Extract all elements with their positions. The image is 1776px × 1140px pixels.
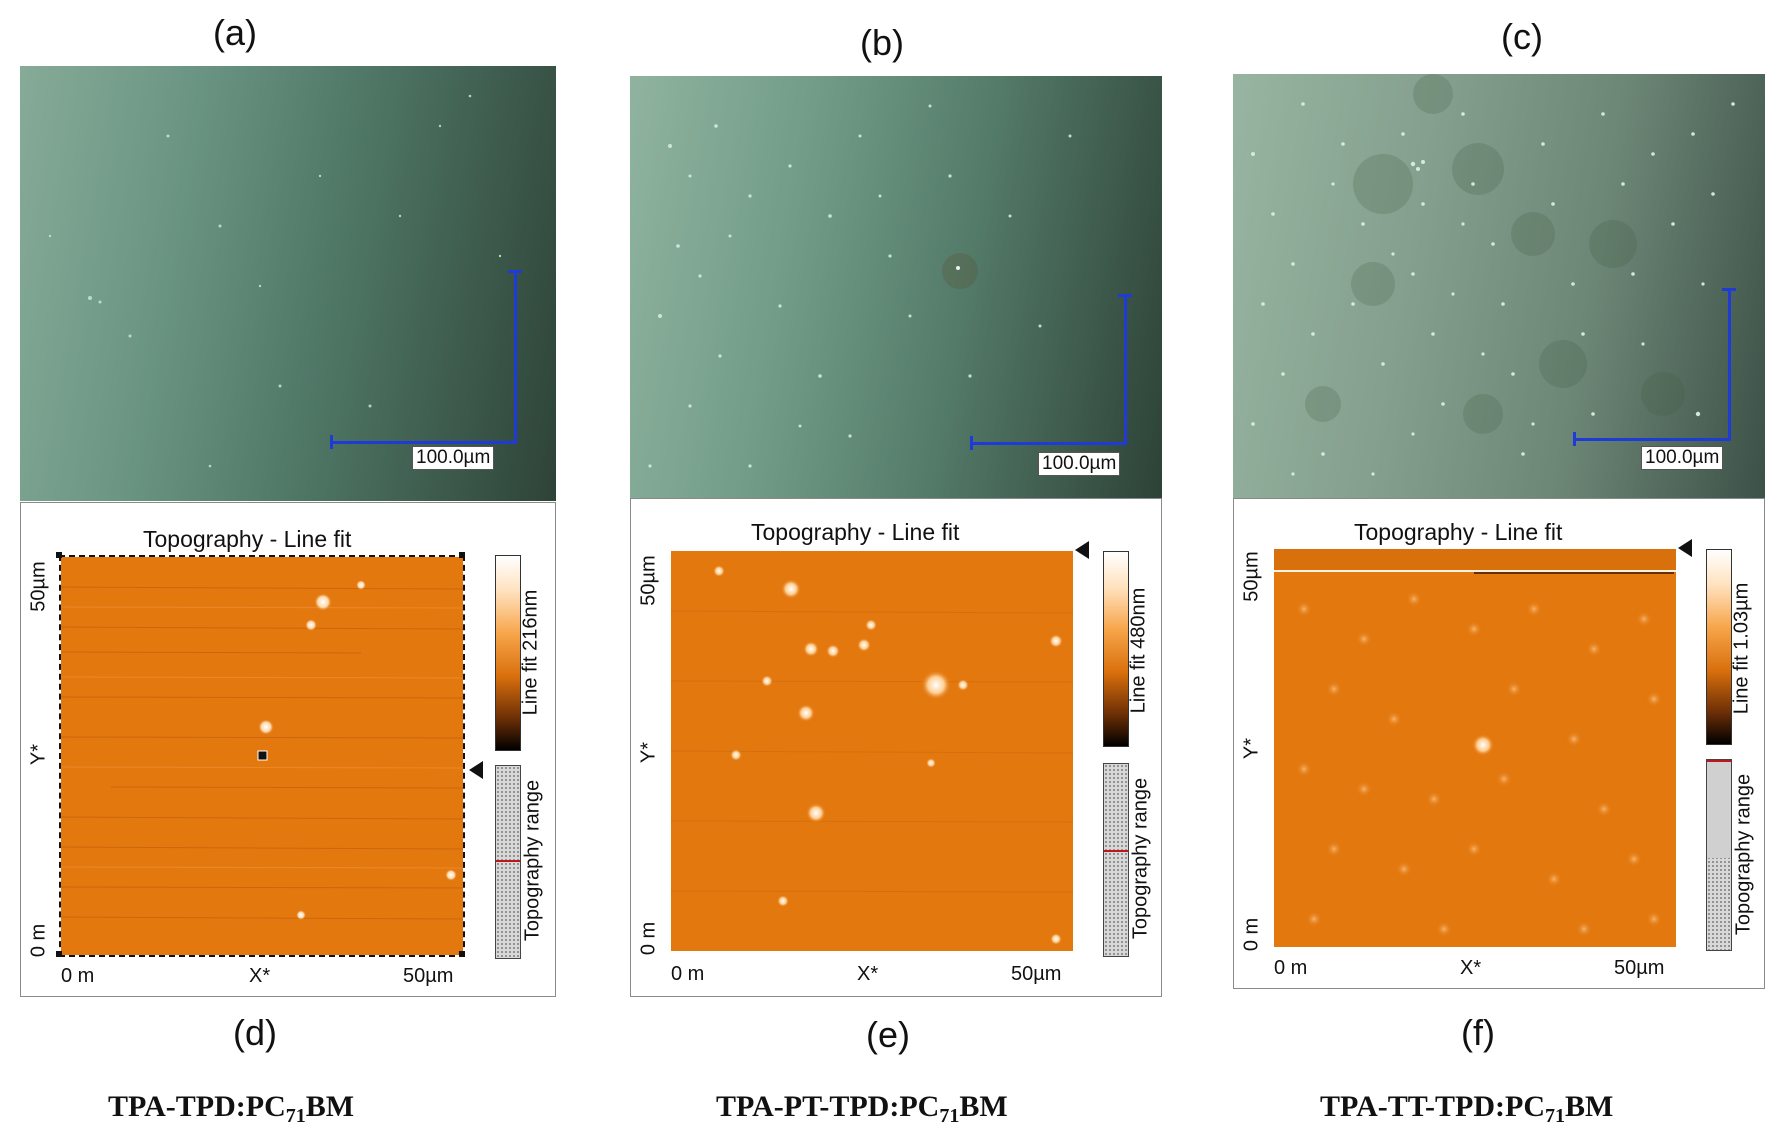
colorbar-label-e: Line fit 480nm (1127, 587, 1150, 714)
x-axis-mid-d: X* (249, 965, 271, 987)
x-axis-left-d: 0 m (61, 965, 95, 987)
range-label-d: Topography range (521, 779, 544, 942)
caption-c: TPA-TT-TPD:PC71BM (1320, 1090, 1614, 1127)
afm-map-f (1274, 549, 1676, 947)
micrograph-c: 100.0µm (1233, 74, 1765, 498)
topography-range-d (495, 765, 521, 959)
afm-map-e (671, 551, 1073, 951)
scale-bar-vertical-a (514, 270, 517, 444)
range-label-e: Topography range (1129, 777, 1152, 940)
scale-label-c: 100.0µm (1641, 446, 1724, 470)
topography-range-f (1706, 759, 1732, 951)
scale-bar-horizontal-a (330, 441, 517, 444)
colorbar-f (1706, 549, 1732, 745)
afm-features-e (671, 565, 1073, 945)
y-axis-bottom-f: 0 m (1240, 917, 1263, 952)
scale-bar-vertical-c (1728, 288, 1731, 440)
y-axis-top-e: 50µm (637, 555, 660, 606)
y-axis-top-d: 50µm (27, 561, 50, 612)
scale-label-b: 100.0µm (1038, 452, 1121, 476)
scale-bar-horizontal-c (1573, 438, 1731, 441)
panel-letter-a: (a) (213, 12, 257, 53)
y-axis-bottom-d: 0 m (27, 923, 50, 958)
micrograph-a: 100.0µm (20, 66, 556, 501)
scale-label-a: 100.0µm (412, 446, 495, 470)
range-label-f: Topography range (1732, 773, 1755, 936)
panel-letter-b: (b) (860, 22, 904, 63)
y-axis-mid-e: Y* (637, 741, 660, 764)
x-axis-left-f: 0 m (1274, 957, 1308, 979)
scan-arrow-f (1678, 539, 1692, 557)
particle-dots-c (1251, 74, 1735, 476)
y-axis-top-f: 50µm (1240, 551, 1263, 602)
afm-frame-d: Topography - Line fit (20, 502, 556, 997)
particle-dots-a (48, 94, 502, 468)
caption-a: TPA-TPD:PC71BM (108, 1090, 355, 1127)
afm-title-f: Topography - Line fit (1354, 519, 1563, 545)
afm-features-d (61, 580, 463, 920)
colorbar-d (495, 555, 521, 751)
scan-arrow-e (1075, 541, 1089, 559)
topography-range-e (1103, 763, 1129, 957)
afm-map-d (61, 557, 463, 955)
scan-arrow-d (469, 761, 483, 779)
y-axis-mid-f: Y* (1240, 737, 1263, 760)
micrograph-b: 100.0µm (630, 76, 1162, 498)
caption-b: TPA-PT-TPD:PC71BM (716, 1090, 1008, 1127)
panel-letter-d: (d) (233, 1012, 277, 1053)
afm-title-d: Topography - Line fit (143, 526, 352, 552)
x-axis-left-e: 0 m (671, 963, 705, 985)
x-axis-right-f: 50µm (1614, 957, 1665, 979)
x-axis-right-e: 50µm (1011, 963, 1062, 985)
colorbar-label-d: Line fit 216nm (519, 589, 542, 716)
y-axis-mid-d: Y* (27, 743, 50, 766)
scale-bar-horizontal-b (970, 442, 1127, 445)
x-axis-mid-f: X* (1460, 957, 1482, 979)
afm-frame-e: Topography - Line fit (630, 498, 1162, 997)
panel-letter-c: (c) (1501, 16, 1543, 57)
panel-letter-f: (f) (1461, 1012, 1495, 1053)
colorbar-e (1103, 551, 1129, 747)
afm-title-e: Topography - Line fit (751, 519, 960, 545)
scale-bar-vertical-b (1124, 294, 1127, 444)
x-axis-right-d: 50µm (403, 965, 454, 987)
particle-dots-b (648, 104, 1072, 468)
y-axis-bottom-e: 0 m (637, 921, 660, 956)
panel-letter-e: (e) (866, 1014, 910, 1055)
afm-frame-f: Topography - Line fit (1233, 498, 1765, 989)
x-axis-mid-e: X* (857, 963, 879, 985)
afm-features-f (1274, 549, 1676, 937)
colorbar-label-f: Line fit 1.03µm (1730, 582, 1753, 715)
selection-box-d[interactable] (59, 555, 465, 957)
